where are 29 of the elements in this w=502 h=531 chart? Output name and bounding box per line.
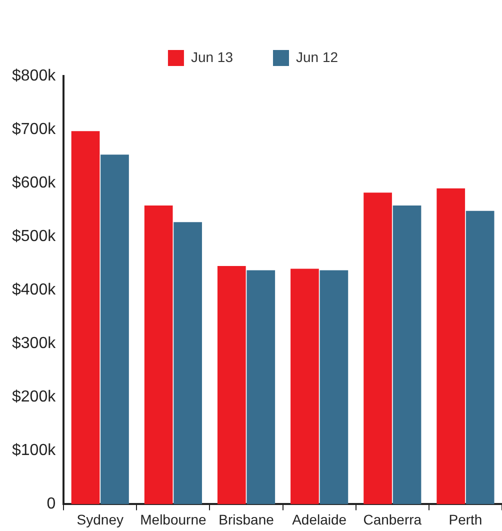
bar bbox=[392, 206, 422, 504]
bar bbox=[290, 268, 319, 504]
y-tick-label: $300k bbox=[12, 335, 57, 352]
x-tick-label: Canberra bbox=[363, 511, 422, 528]
y-tick-label: $600k bbox=[12, 174, 57, 192]
y-tick-label: $700k bbox=[12, 120, 57, 138]
bar bbox=[436, 188, 466, 504]
legend-label: Jun 13 bbox=[190, 48, 234, 65]
y-tick-label: $100k bbox=[12, 442, 57, 460]
bar bbox=[320, 270, 348, 504]
bar bbox=[174, 222, 202, 504]
x-tick-label: Brisbane bbox=[218, 511, 274, 528]
legend-label: Jun 12 bbox=[296, 48, 338, 65]
bar bbox=[100, 154, 129, 504]
y-tick-label: $500k bbox=[12, 228, 57, 245]
bar bbox=[71, 131, 100, 504]
x-tick-label: Adelaide bbox=[292, 511, 347, 528]
y-tick-label: $400k bbox=[12, 282, 57, 299]
bar bbox=[246, 270, 276, 504]
y-tick-label: $800k bbox=[12, 67, 57, 84]
bar bbox=[466, 210, 494, 504]
y-tick-label: $200k bbox=[12, 388, 57, 406]
bar bbox=[217, 266, 246, 504]
x-tick-label: Melbourne bbox=[140, 511, 206, 528]
bar bbox=[144, 206, 173, 504]
bar bbox=[364, 192, 392, 504]
x-tick-label: Sydney bbox=[76, 511, 124, 528]
y-tick-label: 0 bbox=[46, 496, 56, 513]
x-tick-label: Perth bbox=[448, 511, 482, 528]
